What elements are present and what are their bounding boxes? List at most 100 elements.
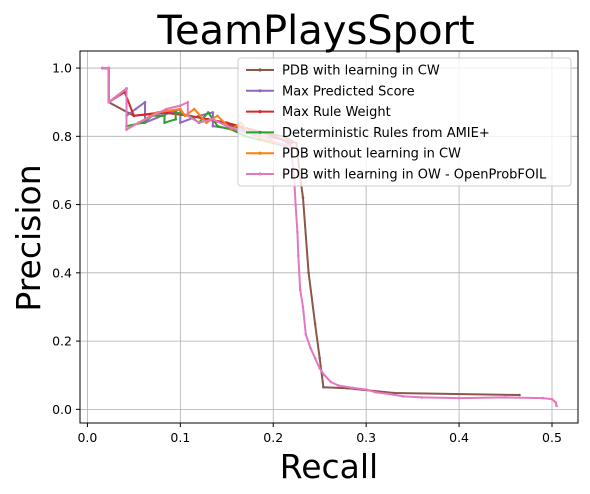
data-point xyxy=(323,373,326,377)
data-point xyxy=(116,94,120,97)
data-point xyxy=(125,87,128,90)
data-point xyxy=(420,396,424,399)
x-tick-label: 0.4 xyxy=(449,430,469,445)
data-point xyxy=(174,118,177,121)
legend-entry: Max Predicted Score xyxy=(246,84,415,99)
legend-label: Max Rule Weight xyxy=(282,105,391,120)
data-point xyxy=(107,66,111,70)
y-tick-label: 1.0 xyxy=(52,61,72,76)
data-point xyxy=(554,401,557,404)
legend-marker xyxy=(258,89,262,93)
data-point xyxy=(101,66,104,70)
data-point xyxy=(179,104,182,107)
legend-label: PDB with learning in OW - OpenProbFOIL xyxy=(282,168,547,183)
x-tick-label: 0.2 xyxy=(263,430,283,445)
y-tick-label: 0.2 xyxy=(52,334,72,349)
data-point xyxy=(225,124,229,128)
data-point xyxy=(337,384,340,387)
data-point xyxy=(163,121,166,124)
data-point xyxy=(307,271,310,275)
series-line xyxy=(102,67,558,407)
x-axis-label: Recall xyxy=(280,447,378,486)
data-point xyxy=(211,118,215,121)
data-point xyxy=(318,356,322,360)
y-tick-label: 0.8 xyxy=(52,129,72,144)
x-tick-label: 0.1 xyxy=(170,430,190,445)
data-point xyxy=(313,322,317,326)
data-point xyxy=(134,107,137,111)
data-point xyxy=(186,114,190,118)
legend-entry: PDB without learning in CW xyxy=(246,147,461,162)
data-point xyxy=(350,386,354,390)
data-point xyxy=(329,380,333,384)
data-point xyxy=(388,392,391,396)
data-point xyxy=(364,388,368,391)
data-point xyxy=(125,128,128,131)
data-point xyxy=(179,107,182,111)
y-tick-label: 0.0 xyxy=(52,402,72,417)
data-point xyxy=(297,254,300,258)
legend-marker xyxy=(258,68,262,72)
y-tick-label: 0.4 xyxy=(52,265,72,280)
data-point xyxy=(132,114,136,118)
x-tick-label: 0.3 xyxy=(356,430,376,445)
data-point xyxy=(143,100,147,104)
data-point xyxy=(206,111,210,114)
legend-marker xyxy=(258,130,262,134)
legend-marker xyxy=(258,151,262,155)
y-axis-label: Precision xyxy=(9,164,48,311)
data-point xyxy=(216,114,219,118)
y-axis-ticks: 0.0 0.2 0.4 0.6 0.8 1.0 xyxy=(52,61,80,417)
data-point xyxy=(186,100,190,104)
legend-label: PDB with learning in CW xyxy=(282,64,440,79)
legend-marker xyxy=(258,110,262,114)
data-point xyxy=(301,305,305,309)
chart-title: TeamPlaysSport xyxy=(156,8,474,54)
data-point xyxy=(165,107,168,111)
data-point xyxy=(555,404,558,408)
data-point xyxy=(322,385,325,389)
series-5 xyxy=(101,66,558,408)
legend-entry: PDB with learning in CW xyxy=(246,64,440,79)
legend-marker xyxy=(258,172,262,176)
data-point xyxy=(197,121,201,124)
legend: PDB with learning in CW Max Predicted Sco… xyxy=(237,57,572,187)
data-point xyxy=(294,203,297,206)
data-point xyxy=(151,114,154,118)
data-point xyxy=(174,111,177,114)
data-point xyxy=(309,346,312,350)
data-point xyxy=(518,393,521,397)
legend-label: PDB without learning in CW xyxy=(282,147,461,162)
data-point xyxy=(179,121,182,124)
data-point xyxy=(298,288,302,292)
data-point xyxy=(183,114,187,118)
legend-box xyxy=(237,57,572,187)
data-point xyxy=(541,396,544,400)
legend-entry: Max Rule Weight xyxy=(246,105,391,120)
data-point xyxy=(193,107,196,111)
data-point xyxy=(313,356,317,360)
data-point xyxy=(304,333,308,336)
data-point xyxy=(504,396,507,399)
data-point xyxy=(318,367,322,370)
data-point xyxy=(211,111,215,114)
data-point xyxy=(216,124,219,128)
legend-entry: Deterministic Rules from AMIE+ xyxy=(246,126,490,141)
data-point xyxy=(550,397,554,401)
x-tick-label: 0.5 xyxy=(542,430,562,445)
legend-entry: PDB with learning in OW - OpenProbFOIL xyxy=(246,168,547,183)
data-point xyxy=(392,391,396,395)
legend-label: Deterministic Rules from AMIE+ xyxy=(282,126,490,141)
data-point xyxy=(374,391,377,394)
y-tick-label: 0.6 xyxy=(52,197,72,212)
data-point xyxy=(457,396,461,400)
data-point xyxy=(107,100,111,104)
data-point xyxy=(211,124,215,128)
data-point xyxy=(296,230,299,234)
data-point xyxy=(402,395,405,398)
data-point xyxy=(301,196,305,200)
plot-frame xyxy=(79,50,579,424)
data-point xyxy=(163,114,166,118)
data-point xyxy=(141,121,145,124)
